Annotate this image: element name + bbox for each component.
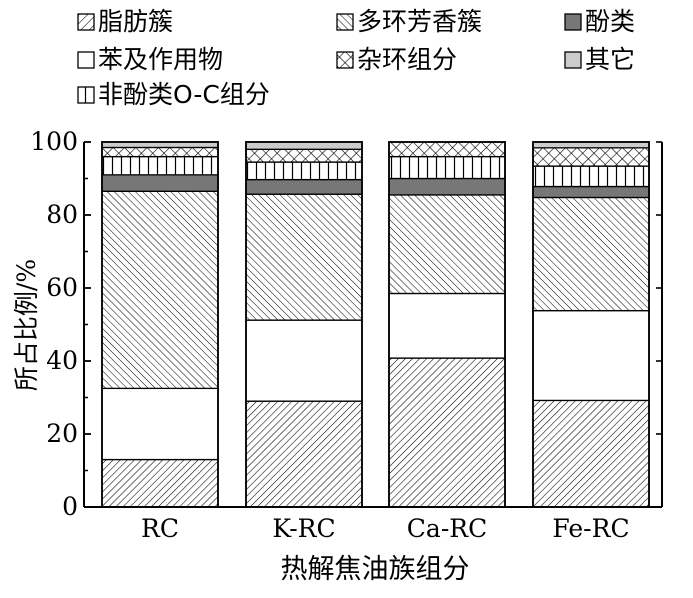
bar-segment [532,185,650,199]
bar-segment [532,309,650,402]
x-tick-label: Ca-RC [407,514,487,543]
y-tick-label: 100 [30,127,78,156]
y-tick-label: 20 [46,419,78,448]
y-tick-label: 40 [46,346,78,375]
legend-label: 杂环组分 [357,45,457,74]
bar-segment [245,193,363,321]
bar-segment [101,146,219,158]
bar-segment [101,387,219,461]
bar-segment [388,177,506,196]
axes: RC K-RC Ca-RC Fe-RC 0 20 40 60 80 100 [30,127,663,543]
bar-segment [101,190,219,390]
bar-segment [101,174,219,192]
y-tick-label: 0 [62,492,78,521]
y-tick-label: 60 [46,273,78,302]
bar-segment [245,161,363,181]
legend-swatch [564,51,582,69]
bar-segment [101,458,219,508]
bars [101,141,650,508]
legend-label: 其它 [585,45,635,74]
bar-segment [245,319,363,402]
bar-segment [532,196,650,312]
bar-segment [388,292,506,359]
bar-segment [245,141,363,150]
legend-swatch [77,51,95,69]
bar-segment [388,141,506,158]
bar-segment [532,399,650,508]
legend-label: 脂肪簇 [98,7,173,36]
bar-segment [101,155,219,176]
bar-segment [388,194,506,295]
legend-swatch [77,86,95,104]
bar-segment [532,165,650,188]
bar-segment [245,400,363,508]
x-axis-label: 热解焦油族组分 [281,554,470,585]
legend-swatch [564,13,582,31]
x-tick-label: RC [141,514,179,543]
x-tick-label: K-RC [272,514,335,543]
y-tick-label: 80 [46,200,78,229]
legend-label: 苯及作用物 [98,45,223,74]
bar-segment [245,148,363,163]
bar-segment [388,155,506,180]
bar-segment [532,147,650,167]
legend-label: 多环芳香簇 [357,7,482,36]
legend-swatch [336,13,354,31]
bar-segment [245,178,363,195]
legend-swatch [336,51,354,69]
bar-segment [388,357,506,508]
x-tick-label: Fe-RC [552,514,629,543]
legend-label: 非酚类O-C组分 [98,80,270,109]
legend-label: 酚类 [585,7,635,36]
y-axis-label: 所占比例/% [12,259,41,391]
legend-swatch [77,13,95,31]
